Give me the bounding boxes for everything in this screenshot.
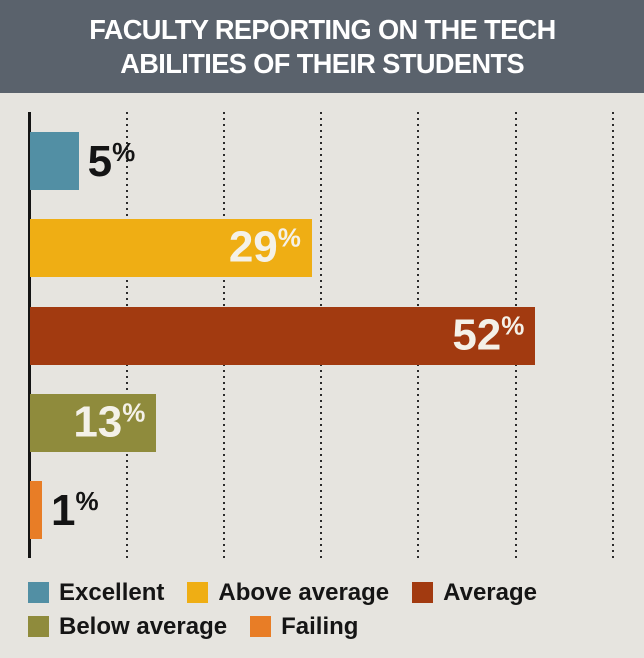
title-line-2: ABILITIES OF THEIR STUDENTS [120,47,524,79]
chart-title: FACULTY REPORTING ON THE TECH ABILITIES … [0,0,644,93]
legend-item-below-average: Below average [28,613,228,640]
legend-label-above-average: Above average [218,579,390,606]
bar-failing [30,481,42,539]
bar-row-excellent: 5% [0,132,644,190]
bar-excellent [30,132,79,190]
bar-value-label-failing: 1% [51,485,99,535]
legend-item-failing: Failing [250,613,359,640]
bar-row-below-average: 13% [0,394,644,452]
bar-average: 52% [30,307,536,365]
gridline-60 [611,112,614,558]
legend-label-failing: Failing [281,613,359,640]
bar-value-label-excellent: 5% [87,136,136,186]
legend-row-2: Below average Failing [28,613,537,640]
legend: Excellent Above average Average Below avera… [28,579,537,650]
title-line-1: FACULTY REPORTING ON THE TECH [88,13,556,45]
bar-value-label-below-average: 13% [73,397,146,447]
bar-above-average: 29% [30,219,312,277]
legend-item-excellent: Excellent [28,579,165,606]
legend-label-average: Average [443,579,537,606]
bar-row-above-average: 29% [0,219,644,277]
legend-item-above-average: Above average [187,579,390,606]
bar-below-average: 13% [30,394,157,452]
legend-item-average: Average [412,579,537,606]
legend-row-1: Excellent Above average Average [28,579,537,606]
legend-swatch-excellent [28,582,49,603]
legend-swatch-below-average [28,616,49,637]
bar-row-failing: 1% [0,481,644,539]
bar-value-label-above-average: 29% [228,222,301,272]
legend-swatch-above-average [187,582,209,603]
legend-swatch-failing [250,616,272,637]
bar-value-label-average: 52% [452,310,525,360]
y-axis-line [28,112,31,558]
legend-swatch-average [412,582,434,603]
legend-label-excellent: Excellent [59,579,165,606]
bar-chart: 5% 29% 52% 13% 1% Excellent Above average Aver… [0,93,644,658]
legend-label-below-average: Below average [59,613,228,640]
bar-row-average: 52% [0,307,644,365]
